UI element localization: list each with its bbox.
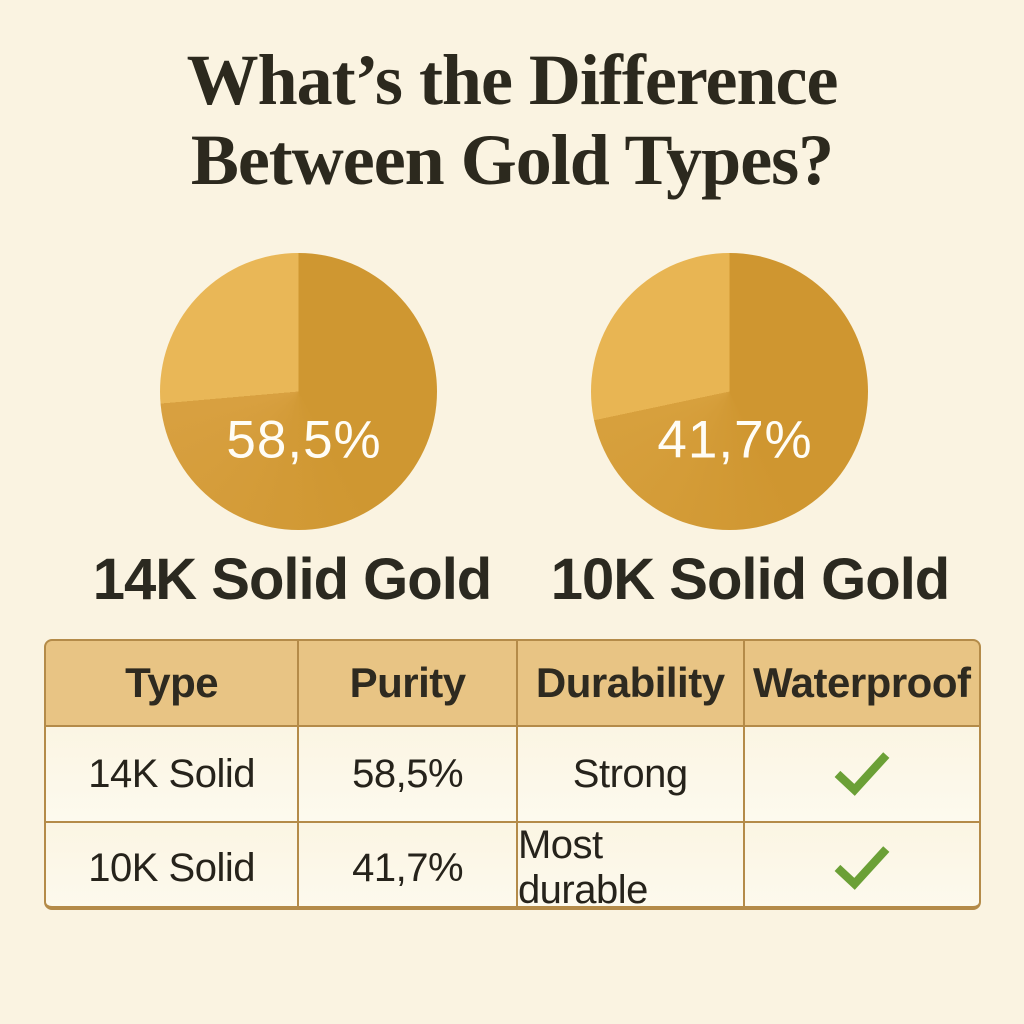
cell-purity-10k: 41,7% xyxy=(299,823,516,906)
comparison-table: Type Purity Durability Waterproof 14K So… xyxy=(44,639,981,910)
pie-value-label-10k: 41,7% xyxy=(657,410,813,470)
title-line-2: Between Gold Types? xyxy=(190,120,834,200)
column-header-type: Type xyxy=(46,641,298,725)
pie-value-label-14k: 58,5% xyxy=(226,410,382,470)
page-title: What’s the Difference Between Gold Types… xyxy=(0,40,1024,200)
pie-chart-10k-gold: 41,7% xyxy=(591,253,868,530)
checkmark-icon xyxy=(834,846,890,890)
cell-purity-14k: 58,5% xyxy=(299,727,516,821)
column-header-purity: Purity xyxy=(299,641,516,725)
cell-durability-14k: Strong xyxy=(517,727,743,821)
column-header-durability: Durability xyxy=(517,641,743,725)
cell-waterproof-10k xyxy=(744,823,979,906)
cell-type-10k: 10K Solid xyxy=(46,823,298,906)
column-header-waterproof: Waterproof xyxy=(744,641,979,725)
pie-chart-14k-gold: 58,5% xyxy=(160,253,437,530)
cell-durability-10k: Most durable xyxy=(517,823,743,906)
pie-caption-10k: 10K Solid Gold xyxy=(550,547,950,612)
pie-caption-14k: 14K Solid Gold xyxy=(92,547,492,612)
cell-waterproof-14k xyxy=(744,727,979,821)
checkmark-icon xyxy=(834,752,890,796)
cell-type-14k: 14K Solid xyxy=(46,727,298,821)
title-line-1: What’s the Difference xyxy=(186,40,839,120)
